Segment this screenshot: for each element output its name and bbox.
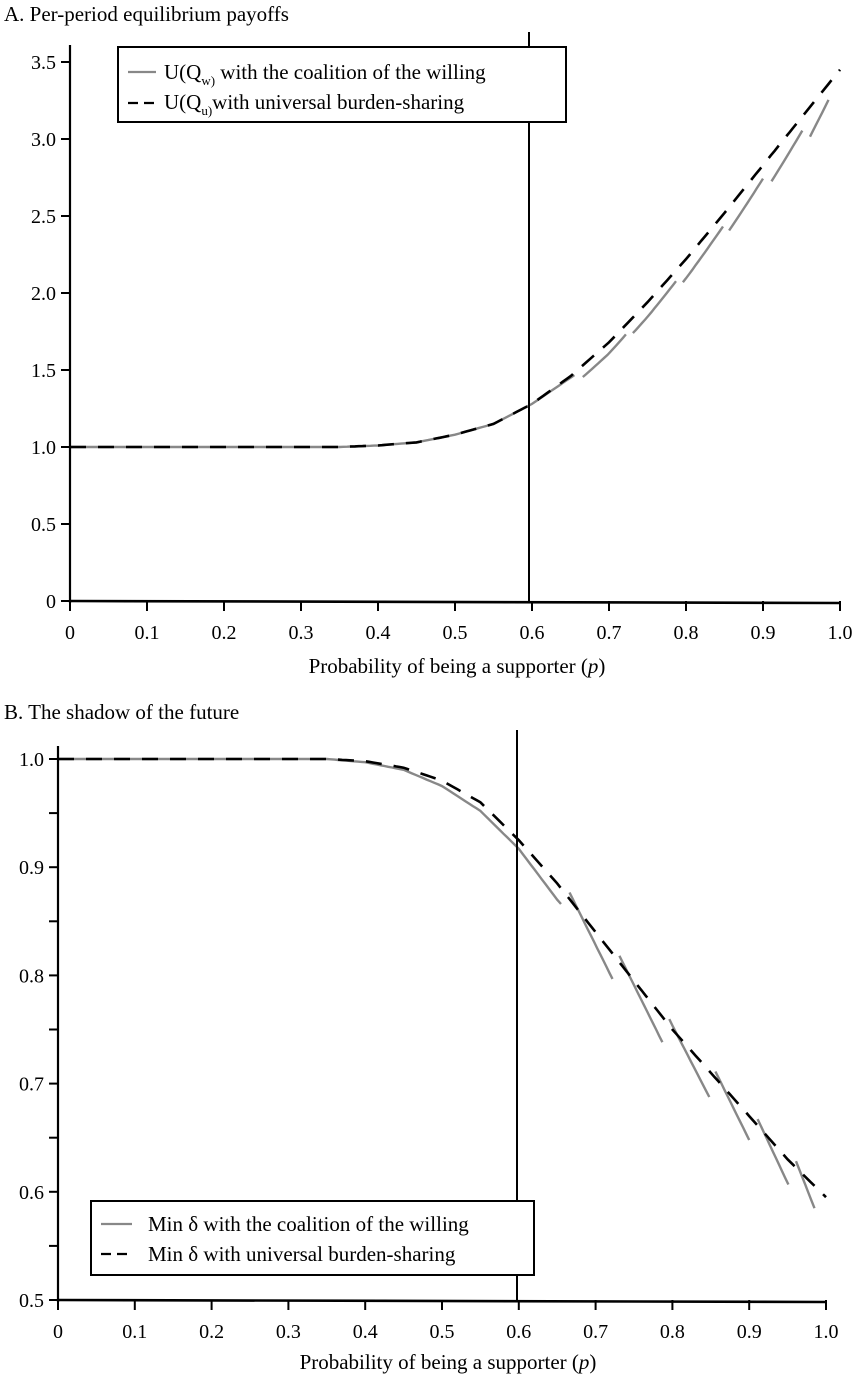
panel-a-chart: 00.51.01.52.02.53.03.5 0 0.1 0.2 0.3 0.4 0.5 0… [31,32,853,678]
x-tick-label: 0.4 [353,1321,378,1343]
willing-curve-segment [794,1160,816,1209]
panel-a-x-axis [69,599,841,605]
y-tick-label: 2.0 [31,283,56,305]
x-tick-label: 0.8 [674,622,699,644]
x-tick-label: 0.9 [737,1321,762,1343]
x-tick-label: 0.2 [212,622,237,644]
x-tick-label: 0.3 [289,622,314,644]
panel-b-x-axis-ticks: 0 0.1 0.2 0.3 0.4 0.5 0.6 0.7 0.8 0.9 1.0 [53,1300,839,1343]
panel-b-x-axis-title: Probability of being a supporter (p) [300,1350,597,1374]
panel-b-curves [58,757,827,1209]
y-tick-label: 1.5 [31,360,56,382]
x-tick-label: 0.8 [660,1321,685,1343]
willing-curve [70,374,576,449]
y-tick-label: 0.9 [19,857,44,879]
x-tick-label: 0 [53,1321,63,1343]
willing-curve-segment [714,1070,751,1141]
y-tick-label: 1.0 [19,749,44,771]
x-tick-label: 1.0 [828,622,853,644]
willing-curve-segment [632,280,677,334]
willing-curve-segment [681,225,724,283]
panel-a-curves [70,68,842,449]
y-tick-label: 0 [46,591,56,613]
legend-a-universal-label: U(Qu)with universal burden-sharing [164,90,465,118]
panel-b-y-axis-ticks: 0.5 0.6 0.7 0.8 0.9 1.0 [19,749,58,1312]
x-tick-label: 0.2 [199,1321,224,1343]
y-tick-label: 1.0 [31,437,56,459]
x-tick-label: 0.1 [122,1321,147,1343]
willing-curve-segment [756,1118,790,1186]
y-tick-label: 0.6 [19,1182,44,1204]
willing-curve-segment [582,333,627,378]
y-tick-label: 0.8 [19,965,44,987]
willing-curve-segment [728,177,765,232]
legend-b-universal-label: Min δ with universal burden-sharing [148,1242,456,1266]
x-tick-label: 0.5 [430,1321,455,1343]
y-tick-label: 0.5 [31,514,56,536]
willing-curve-segment [808,99,830,138]
y-tick-label: 3.0 [31,129,56,151]
panel-b-title: B. The shadow of the future [4,700,240,724]
willing-curve-segment [770,129,804,182]
panel-b-x-axis [57,1298,827,1304]
panel-a-x-axis-title: Probability of being a supporter (p) [309,654,606,678]
panel-b-legend: Min δ with the coalition of the willing … [90,1200,535,1276]
x-tick-label: 0.5 [443,622,468,644]
panel-b-chart: 0.50.60.70.80.91.0 0 0.1 0.2 0.3 0.4 0.5 0.6 0.… [19,730,839,1374]
x-tick-label: 0.1 [135,622,160,644]
y-tick-label: 0.5 [19,1290,44,1312]
universal-curve [70,68,842,449]
universal-curve [58,757,827,1199]
panel-a-y-axis-ticks: 0 0.5 1.0 1.5 2.0 2.5 3.0 3.5 [31,52,70,613]
panel-a-title: A. Per-period equilibrium payoffs [4,2,289,26]
y-tick-label: 0.7 [19,1074,44,1096]
y-tick-label: 3.5 [31,52,56,74]
x-tick-label: 0.3 [276,1321,301,1343]
legend-a-willing-label: U(Qw) with the coalition of the willing [164,60,486,88]
panel-a-legend: U(Qw) with the coalition of the willing … [117,46,567,123]
x-tick-label: 0.7 [597,622,622,644]
x-tick-label: 0 [65,622,75,644]
willing-curve [58,757,562,905]
willing-curve-segment [668,1018,711,1098]
x-tick-label: 0.6 [506,1321,531,1343]
x-tick-label: 0.6 [520,622,545,644]
x-tick-label: 0.9 [751,622,776,644]
x-tick-label: 1.0 [814,1321,839,1343]
y-tick-label: 2.5 [31,206,56,228]
x-tick-label: 0.7 [583,1321,608,1343]
panel-a-x-axis-ticks: 0 0.1 0.2 0.3 0.4 0.5 0.6 0.7 0.8 0.9 1.0 [65,601,853,644]
legend-b-willing-label: Min δ with the coalition of the willing [148,1212,469,1236]
x-tick-label: 0.4 [366,622,391,644]
